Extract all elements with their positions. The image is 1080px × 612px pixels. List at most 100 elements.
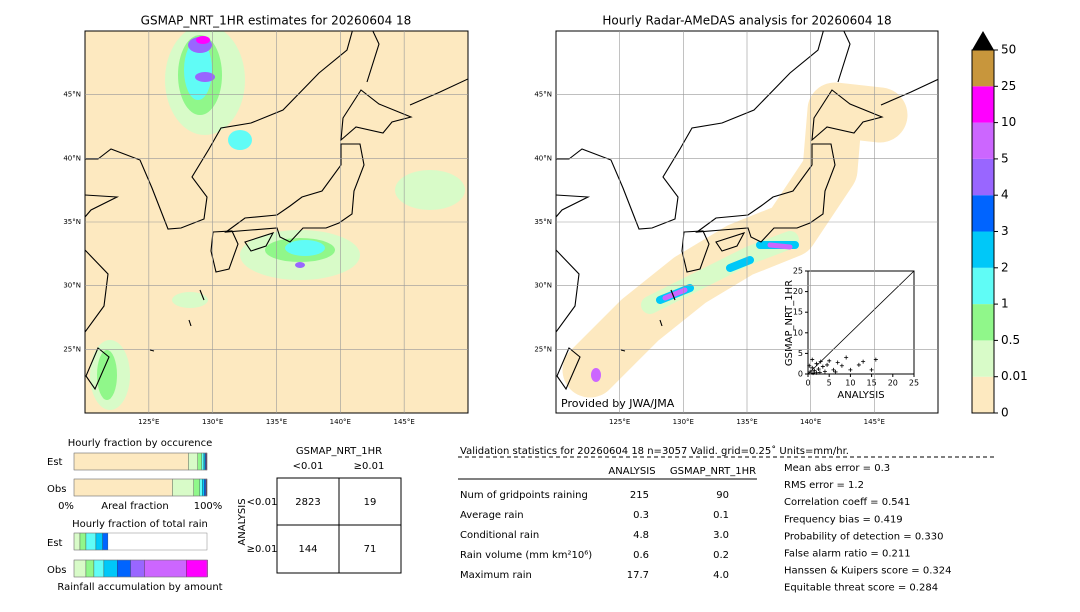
scatter-point <box>825 362 830 367</box>
scatter-point <box>827 358 832 363</box>
colorbar-segment <box>972 231 994 268</box>
row-title: ANALYSIS <box>237 498 248 545</box>
stat-value: 0.1 <box>713 510 729 521</box>
fraction-segment <box>103 559 118 578</box>
row-label: Est <box>47 538 63 549</box>
stat-value: 0.3 <box>633 510 649 521</box>
stat-value: 0.2 <box>713 550 729 561</box>
bar-frame <box>73 559 208 578</box>
x-tick-label: 145°E <box>864 418 885 426</box>
scatter-point <box>808 369 813 374</box>
y-tick-label: 30°N <box>63 282 81 290</box>
scatter-point <box>869 367 874 372</box>
map-title: Hourly Radar-AMeDAS analysis for 2026060… <box>602 14 891 28</box>
x-tick-label: 125°E <box>609 418 630 426</box>
x-tick-label: 140°E <box>330 418 351 426</box>
fraction-segment <box>73 559 87 578</box>
scatter-point <box>844 355 849 360</box>
score: Correlation coeff = 0.541 <box>784 497 910 508</box>
y-tick-label: 40°N <box>534 154 552 162</box>
stat-value: 0.6 <box>633 550 649 561</box>
colorbar-label: 25 <box>1001 79 1016 93</box>
stat-name: Average rain <box>460 510 524 521</box>
fraction-segment <box>73 532 81 551</box>
y-tick-label: 45°N <box>534 91 552 99</box>
colorbar-segment <box>972 86 994 123</box>
scatter-point <box>835 360 840 365</box>
scatter-point <box>814 370 819 375</box>
x-tick-label: 140°E <box>800 418 821 426</box>
colorbar-label: 50 <box>1001 43 1016 57</box>
colorbar-label: 4 <box>1001 188 1009 202</box>
axis-label: Areal fraction <box>101 501 168 512</box>
bar-frame <box>73 478 208 497</box>
colorbar-segment <box>972 267 994 305</box>
scatter-xlabel: ANALYSIS <box>837 390 884 401</box>
y-tick-label: 25°N <box>534 345 552 353</box>
col-label: ≥0.01 <box>354 461 385 472</box>
fraction-segment <box>188 452 198 471</box>
axis-label: 0% <box>58 501 74 512</box>
scatter-point <box>848 367 853 372</box>
fraction-segment <box>186 559 208 578</box>
scatter-point <box>831 367 836 372</box>
y-tick-label: 35°N <box>63 218 81 226</box>
validation-header: Validation statistics for 20260604 18 n=… <box>460 445 849 457</box>
x-tick-label: 15 <box>867 379 877 388</box>
scatter-point <box>817 370 822 375</box>
y-tick-label: 15 <box>793 308 803 317</box>
stat-value: 4.8 <box>633 530 649 541</box>
panel-title: Hourly fraction of total rain <box>72 519 208 530</box>
stat-name: Rain volume (mm km²10⁶) <box>460 550 592 561</box>
x-tick-label: 10 <box>845 379 855 388</box>
colorbar-label: 10 <box>1001 115 1016 129</box>
scatter-point <box>818 359 823 364</box>
y-tick-label: 45°N <box>63 91 81 99</box>
fraction-segment <box>197 452 202 471</box>
panel-footer: Rainfall accumulation by amount <box>57 582 222 593</box>
x-tick-label: 130°E <box>673 418 694 426</box>
x-tick-label: 135°E <box>736 418 757 426</box>
colorbar-segment <box>972 158 994 196</box>
map-title: GSMAP_NRT_1HR estimates for 20260604 18 <box>141 14 412 28</box>
col-header: ANALYSIS <box>608 466 655 477</box>
scatter-point <box>812 368 817 373</box>
cell: 71 <box>364 544 377 555</box>
y-tick-label: 20 <box>793 287 803 296</box>
y-tick-label: 25°N <box>63 345 81 353</box>
x-tick-label: 20 <box>888 379 898 388</box>
credit: Provided by JWA/JMA <box>561 397 675 410</box>
row-label: Obs <box>47 565 66 576</box>
stat-value: 215 <box>630 490 649 501</box>
fraction-segment <box>85 532 97 551</box>
scatter-point <box>856 362 861 367</box>
scatter-point <box>861 359 866 364</box>
scatter-point <box>873 357 878 362</box>
score: Mean abs error = 0.3 <box>784 463 890 474</box>
colorbar-label: 1 <box>1001 297 1009 311</box>
axis-label: 100% <box>194 501 223 512</box>
colorbar-segment <box>972 122 994 159</box>
y-tick-label: 30°N <box>534 282 552 290</box>
x-tick-label: 5 <box>827 379 832 388</box>
row-label: <0.01 <box>247 497 278 508</box>
score: Frequency bias = 0.419 <box>784 514 903 525</box>
score: Hanssen & Kuipers score = 0.324 <box>784 566 951 577</box>
y-tick-label: 10 <box>793 328 803 337</box>
colorbar-segment <box>972 50 994 87</box>
estimate-map <box>85 31 468 413</box>
fraction-segment <box>172 478 194 497</box>
fraction-segment <box>93 559 105 578</box>
cell: 19 <box>364 497 377 508</box>
stat-name: Num of gridpoints raining <box>460 490 588 501</box>
fraction-segment <box>204 478 206 497</box>
score: RMS error = 1.2 <box>784 480 864 491</box>
stat-value: 90 <box>716 490 729 501</box>
stat-name: Conditional rain <box>460 530 539 541</box>
y-tick-label: 5 <box>798 349 803 358</box>
colorbar-label: 0 <box>1001 406 1009 420</box>
x-tick-label: 135°E <box>266 418 287 426</box>
fraction-segment <box>144 559 187 578</box>
fraction-segment <box>199 478 203 497</box>
